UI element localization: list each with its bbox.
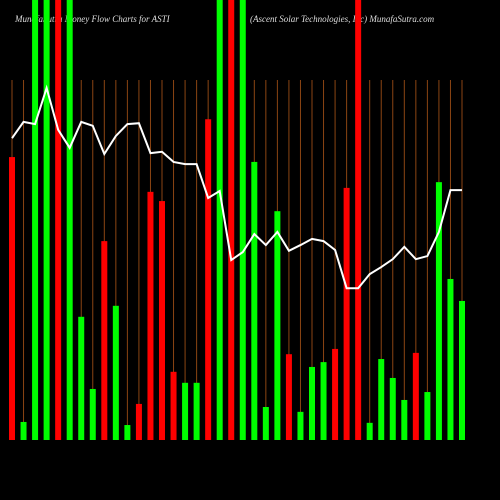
bar xyxy=(135,403,142,440)
bar xyxy=(112,305,119,440)
bar xyxy=(9,157,15,440)
bar xyxy=(366,422,373,440)
bar xyxy=(435,182,442,440)
bar xyxy=(274,211,281,440)
bar xyxy=(78,316,85,440)
bar xyxy=(182,382,189,440)
bar xyxy=(424,392,431,440)
bar xyxy=(320,362,327,440)
bar xyxy=(228,0,235,440)
bar xyxy=(147,191,154,440)
bar xyxy=(401,399,408,440)
bar xyxy=(32,0,39,440)
bar xyxy=(101,241,108,440)
bar xyxy=(43,0,50,440)
bar xyxy=(89,388,96,440)
bar xyxy=(447,278,454,440)
bar xyxy=(378,359,385,440)
bar xyxy=(251,161,258,441)
bar xyxy=(343,187,350,440)
chart-subtitle: (Ascent Solar Technologies, Inc) MunafaS… xyxy=(250,14,435,24)
bar xyxy=(412,352,419,440)
bar xyxy=(205,119,212,441)
bar xyxy=(262,407,269,440)
bar xyxy=(389,377,396,440)
bar xyxy=(193,382,200,440)
bar xyxy=(297,411,304,440)
bar xyxy=(66,0,73,440)
bar xyxy=(20,421,27,440)
bar xyxy=(216,0,223,440)
flow-line xyxy=(11,84,462,290)
chart-title: MunafaSutra Money Flow Charts for ASTI xyxy=(14,14,171,24)
bar xyxy=(159,201,165,440)
bar xyxy=(355,0,362,440)
bar xyxy=(124,425,131,440)
bar xyxy=(55,0,62,440)
bar xyxy=(170,371,177,440)
bar xyxy=(239,0,246,440)
bar xyxy=(285,354,292,440)
bar xyxy=(459,300,465,440)
bar xyxy=(332,348,339,440)
bar xyxy=(309,366,315,440)
